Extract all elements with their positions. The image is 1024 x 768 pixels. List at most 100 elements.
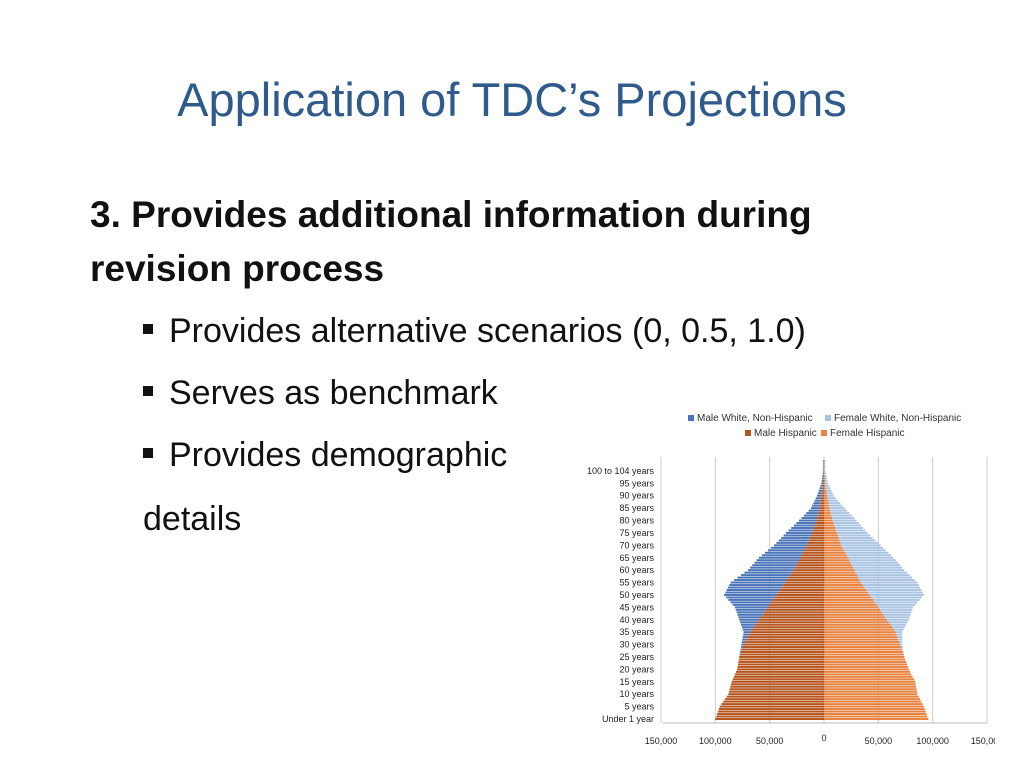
bar-male-white <box>725 591 778 594</box>
bar-male-white <box>734 606 768 609</box>
bar-female-white <box>874 601 918 604</box>
bar-male-white <box>754 561 798 564</box>
bar-male-white <box>734 579 787 582</box>
bar-male-hispanic <box>817 514 824 517</box>
bar-female-hispanic <box>824 718 929 720</box>
bar-female-white <box>892 626 905 629</box>
bar-female-white <box>857 574 910 577</box>
bar-female-white <box>824 462 826 465</box>
bar-male-hispanic <box>743 643 824 646</box>
bar-female-white <box>876 603 916 606</box>
bar-male-hispanic <box>755 623 824 626</box>
bar-male-hispanic <box>729 688 824 691</box>
age-axis-labels: Under 1 year 5 years 10 years 15 years 20 ye… <box>587 466 655 724</box>
bar-male-white <box>816 494 822 497</box>
bar-female-white <box>895 631 903 634</box>
bar-male-white <box>758 556 801 559</box>
bar-male-white <box>814 499 821 502</box>
bar-female-white <box>830 512 850 515</box>
bar-female-white <box>900 646 903 649</box>
bar-female-hispanic <box>824 546 843 549</box>
bar-female-hispanic <box>824 633 897 636</box>
bar-female-hispanic <box>824 641 900 644</box>
bar-male-hispanic <box>783 584 824 587</box>
bar-female-hispanic <box>824 584 863 587</box>
bar-male-white <box>823 462 824 465</box>
bar-male-white <box>818 489 822 492</box>
bar-male-hispanic <box>807 541 824 544</box>
bar-female-hispanic <box>824 479 826 482</box>
bar-male-white <box>740 648 742 651</box>
bar-male-white <box>796 522 816 525</box>
bar-female-hispanic <box>824 581 861 584</box>
bar-male-white <box>823 467 824 470</box>
bar-female-white <box>836 529 866 532</box>
bar-male-hispanic <box>765 608 824 611</box>
bar-female-white <box>860 581 918 584</box>
bar-female-white <box>832 519 857 522</box>
bar-female-hispanic <box>824 708 925 711</box>
bar-female-hispanic <box>824 658 906 661</box>
bar-male-hispanic <box>776 593 824 596</box>
bar-female-white <box>824 477 827 480</box>
legend-swatch <box>821 430 827 436</box>
bar-male-white <box>724 593 777 596</box>
bar-male-hispanic <box>819 509 824 512</box>
bar-male-white <box>735 608 766 611</box>
bar-female-white <box>858 576 913 579</box>
bar-male-hispanic <box>731 680 824 683</box>
bar-male-hispanic <box>724 698 824 701</box>
x-tick-label: 150,000 <box>971 736 995 746</box>
bar-male-hispanic <box>748 633 824 636</box>
bar-female-hispanic <box>824 616 886 619</box>
bar-female-hispanic <box>824 504 829 507</box>
bar-male-white <box>801 517 818 520</box>
bar-female-hispanic <box>824 549 844 552</box>
bar-female-hispanic <box>824 626 893 629</box>
bar-female-hispanic <box>824 695 919 698</box>
bar-male-white <box>761 554 802 557</box>
bar-male-white <box>742 638 747 641</box>
bar-male-hispanic <box>728 693 824 696</box>
bar-male-white <box>728 598 773 601</box>
bar-female-hispanic <box>824 678 914 681</box>
age-tick-label: 90 years <box>619 491 654 501</box>
bar-male-hispanic <box>819 504 824 507</box>
bar-female-white <box>880 608 913 611</box>
bar-male-hispanic <box>746 638 824 641</box>
bar-female-white <box>839 539 876 542</box>
age-tick-label: 60 years <box>619 565 654 575</box>
bar-female-hispanic <box>824 569 855 572</box>
bar-male-white <box>736 611 765 614</box>
slide-title: Application of TDC’s Projections <box>177 73 847 126</box>
chart-legend: Male White, Non-Hispanic Female White, No… <box>688 413 961 439</box>
bar-male-hispanic <box>801 554 824 557</box>
bar-male-white <box>788 529 813 532</box>
bar-male-hispanic <box>751 628 824 631</box>
bar-male-hispanic <box>822 487 824 490</box>
bar-male-white <box>778 539 809 542</box>
bar-male-hispanic <box>809 536 824 539</box>
bar-female-white <box>827 494 834 497</box>
bullet-continuation: details <box>143 500 242 538</box>
bar-female-white <box>888 621 908 624</box>
bar-female-white <box>873 598 920 601</box>
bar-male-hispanic <box>740 653 824 656</box>
bar-female-hispanic <box>824 596 872 599</box>
bar-female-hispanic <box>824 611 882 614</box>
bar-female-white <box>827 497 836 500</box>
bar-male-white <box>815 497 821 500</box>
bar-female-white <box>862 584 919 587</box>
bar-male-hispanic <box>740 651 824 654</box>
bar-male-white <box>823 464 824 467</box>
bar-female-hispanic <box>824 507 830 510</box>
bar-male-white <box>744 571 792 574</box>
bar-female-hispanic <box>824 526 836 529</box>
bar-male-white <box>806 512 819 515</box>
age-tick-label: 10 years <box>619 689 654 699</box>
bar-female-white <box>840 541 878 544</box>
bar-male-hispanic <box>791 571 824 574</box>
bar-male-hispanic <box>738 660 824 663</box>
age-tick-label: 100 to 104 years <box>587 466 655 476</box>
bar-male-hispanic <box>730 683 824 686</box>
